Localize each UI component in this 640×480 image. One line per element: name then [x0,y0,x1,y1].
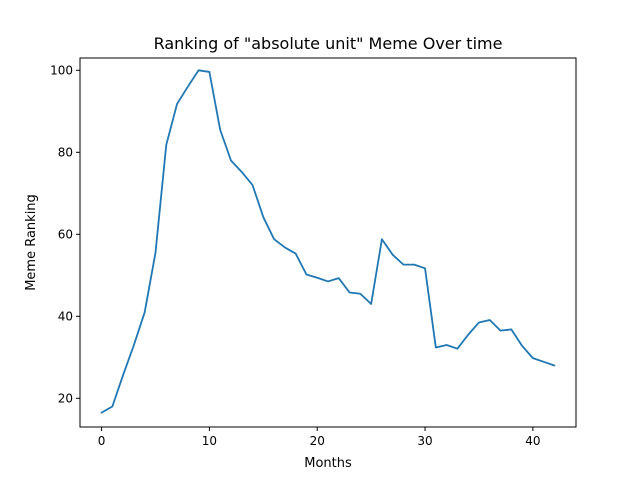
y-tick-label: 20 [58,391,73,405]
chart-title: Ranking of "absolute unit" Meme Over tim… [154,34,503,53]
plot-frame [79,57,577,428]
y-axis-label: Meme Ranking [24,194,39,291]
y-axis: 20 40 60 80 100 [50,63,80,405]
x-axis: 0 10 20 30 40 [98,427,541,448]
y-tick-label: 60 [58,227,73,241]
x-axis-label: Months [304,456,352,471]
plot-area: 0 10 20 30 40 20 40 60 80 100 [50,57,577,448]
y-tick-label: 40 [58,309,73,323]
x-tick-label: 10 [202,434,217,448]
y-tick-label: 100 [50,63,73,77]
series-layer [100,69,556,414]
x-tick-label: 20 [310,434,325,448]
x-tick-label: 30 [417,434,432,448]
x-tick-label: 40 [525,434,540,448]
y-tick-label: 80 [58,145,73,159]
series-line [100,69,556,414]
x-tick-label: 0 [98,434,106,448]
